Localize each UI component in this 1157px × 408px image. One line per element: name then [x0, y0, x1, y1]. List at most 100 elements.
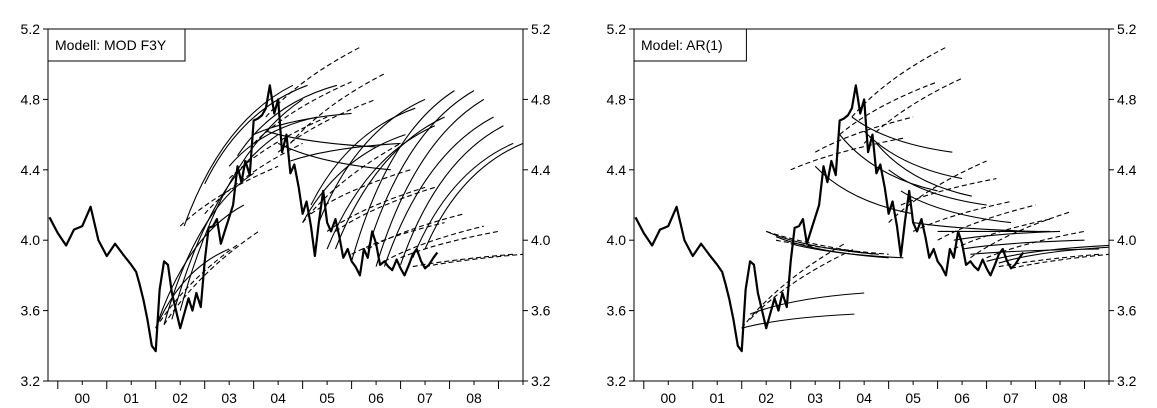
forecast-line-solid [775, 236, 889, 259]
forecast-line-solid [875, 143, 973, 197]
x-tick-label: 00 [660, 390, 676, 406]
forecast-line-solid [749, 292, 865, 315]
forecast-line-solid [741, 313, 855, 329]
x-tick-label: 07 [417, 390, 433, 406]
forecast-line-solid [400, 125, 504, 266]
forecast-line-solid [163, 172, 254, 325]
x-tick-label: 02 [758, 390, 774, 406]
x-tick-label: 06 [368, 390, 384, 406]
forecast-line-solid [375, 98, 485, 267]
forecast-line-solid [179, 98, 303, 311]
series-group [48, 46, 523, 353]
forecast-line-solid [383, 116, 494, 267]
forecast-line-solid [953, 230, 1061, 241]
plot-frame [633, 28, 1110, 382]
forecast-line-dashed [400, 230, 499, 259]
forecast-line-solid [155, 248, 230, 329]
forecast-line-dashed [998, 253, 1100, 268]
forecast-line-dashed [790, 137, 904, 171]
y-tick-label-left: 4.4 [607, 162, 627, 178]
forecast-line-solid [204, 84, 308, 185]
forecast-line-dashed [986, 230, 1085, 259]
forecast-line-dashed [937, 204, 1036, 241]
forecast-line-solid [962, 239, 1085, 250]
y-tick-label-right: 3.2 [1117, 373, 1137, 389]
forecast-line-dashed [766, 230, 875, 255]
forecast-line-solid [253, 112, 352, 136]
chart-title-box: Model: AR(1) [633, 28, 747, 62]
forecast-line-dashed [302, 142, 401, 223]
y-tick-label-left: 4.8 [607, 91, 627, 107]
x-tick-label: 04 [270, 390, 286, 406]
forecast-line-dashed [289, 72, 387, 144]
x-tick-label: 01 [709, 390, 725, 406]
x-tick-label: 08 [466, 390, 482, 406]
actual-series-line [634, 84, 1025, 353]
y-tick-label-right: 4.0 [1117, 232, 1137, 248]
chart-panel-right: 3.2 3.2 3.6 3.6 4.0 4.0 4.4 4.4 4.8 4.8 5.2 5.2 00 01… [607, 21, 1137, 406]
y-tick-label-left: 4.8 [21, 91, 41, 107]
forecast-line-solid [310, 107, 416, 206]
y-tick-label-right: 4.0 [531, 232, 551, 248]
chart-title: Modell: MOD F3Y [55, 37, 167, 53]
chart-title-box: Modell: MOD F3Y [47, 28, 186, 62]
forecast-line-dashed [839, 81, 938, 136]
forecast-line-dashed [384, 225, 484, 262]
forecast-line-dashed [277, 98, 377, 153]
forecast-line-solid [290, 142, 401, 162]
series-group [634, 46, 1109, 353]
x-tick-label: 03 [221, 390, 237, 406]
x-tick-label: 00 [74, 390, 90, 406]
forecast-line-solid [412, 142, 514, 259]
forecast-line-dashed [814, 116, 914, 153]
forecast-line-solid [265, 130, 377, 148]
x-tick-label: 07 [1003, 390, 1019, 406]
forecast-line-dashed [163, 230, 259, 325]
forecast-line-dashed [953, 218, 1051, 250]
y-tick-label-right: 5.2 [1117, 21, 1137, 37]
y-tick-label-left: 5.2 [607, 21, 627, 37]
forecast-line-dashed [851, 46, 948, 118]
forecast-line-dashed [155, 243, 240, 329]
y-tick-label-left: 3.6 [21, 303, 41, 319]
x-tick-label: 05 [905, 390, 921, 406]
y-tick-label-right: 4.4 [531, 162, 551, 178]
forecast-line-dashed [863, 77, 963, 144]
forecast-line-dashed [412, 253, 514, 268]
y-tick-label-right: 4.8 [531, 91, 551, 107]
y-tick-label-right: 3.6 [1117, 303, 1137, 319]
y-tick-label-left: 5.2 [21, 21, 41, 37]
forecast-line-solid [351, 90, 455, 262]
forecast-line-solid [900, 190, 1012, 224]
x-tick-label: 03 [807, 390, 823, 406]
actual-series-line [48, 84, 439, 353]
y-tick-label-right: 4.8 [1117, 91, 1137, 107]
chart-title: Model: AR(1) [641, 37, 723, 53]
forecast-line-dashed [179, 165, 279, 227]
y-tick-label-right: 3.6 [531, 303, 551, 319]
forecast-line-dashed [912, 200, 1012, 232]
y-tick-label-right: 3.2 [531, 373, 551, 389]
forecast-line-solid [367, 90, 475, 250]
forecast-line-dashed [335, 186, 436, 232]
forecast-line-dashed [424, 253, 523, 268]
forecast-line-solid [790, 243, 904, 259]
forecast-line-dashed [326, 186, 426, 232]
forecast-line-solid [424, 142, 523, 250]
x-tick-label: 06 [954, 390, 970, 406]
forecast-line-dashed [351, 222, 445, 255]
forecast-line-solid [888, 169, 987, 206]
x-tick-label: 05 [319, 390, 335, 406]
forecast-line-dashed [1010, 253, 1109, 269]
forecast-line-dashed [265, 46, 362, 118]
y-tick-label-left: 3.2 [607, 373, 627, 389]
forecast-line-solid [183, 84, 294, 227]
y-tick-label-left: 3.6 [607, 303, 627, 319]
forecast-line-solid [318, 98, 426, 223]
y-tick-label-left: 4.4 [21, 162, 41, 178]
x-tick-label: 01 [123, 390, 139, 406]
x-tick-label: 04 [856, 390, 872, 406]
forecast-line-solid [839, 134, 938, 192]
forecast-line-solid [765, 230, 879, 255]
